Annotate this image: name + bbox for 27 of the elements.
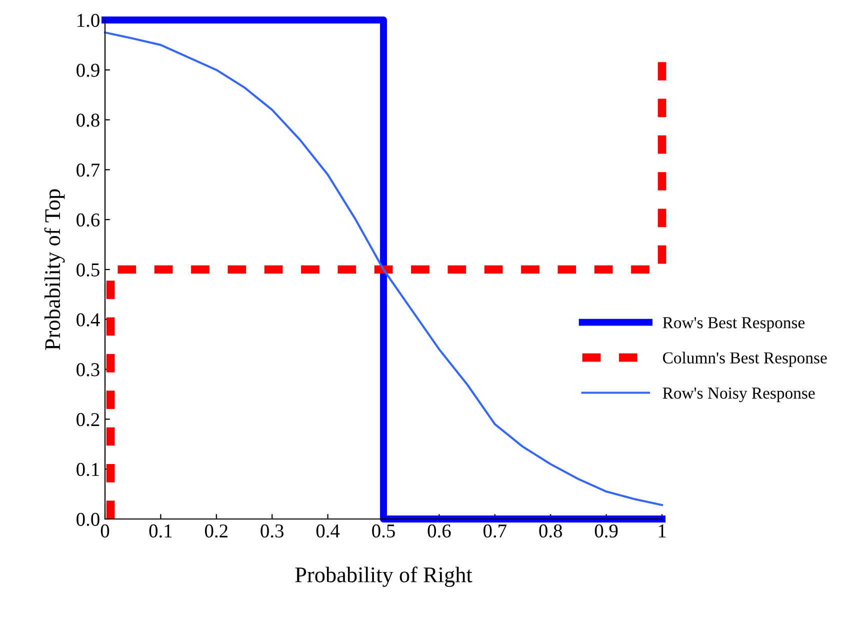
x-tick-label: 0 bbox=[100, 524, 110, 538]
legend-label: Row's Noisy Response bbox=[662, 388, 815, 402]
y-tick-label: 0.8 bbox=[76, 114, 100, 127]
y-tick-label: 0.3 bbox=[76, 363, 100, 376]
y-axis-title: Probability of Top bbox=[44, 189, 65, 350]
x-tick-label: 0.6 bbox=[428, 524, 451, 538]
y-tick-label: 0.2 bbox=[76, 413, 100, 426]
y-tick-label: 0.1 bbox=[76, 462, 99, 476]
y-tick-label: 0.6 bbox=[76, 213, 100, 227]
x-axis-title: Probability of Right bbox=[295, 566, 472, 587]
y-tick-label: 0.7 bbox=[76, 164, 100, 177]
y-tick-label: 1.0 bbox=[78, 14, 100, 28]
x-tick-label: 1 bbox=[658, 524, 666, 538]
x-tick-label: 0.8 bbox=[539, 524, 562, 538]
y-tick-label: 0.4 bbox=[76, 313, 100, 326]
legend-label: Column's Best Response bbox=[662, 352, 827, 367]
x-tick-label: 0.7 bbox=[483, 524, 506, 538]
x-tick-label: 0.4 bbox=[316, 524, 340, 538]
x-tick-label: 0.2 bbox=[204, 524, 228, 538]
y-tick-label: 0.9 bbox=[76, 64, 100, 77]
x-tick-label: 0.5 bbox=[372, 524, 395, 538]
y-tick-label: 0.5 bbox=[76, 263, 100, 277]
legend-label: Row's Best Response bbox=[662, 317, 805, 332]
x-tick-label: 0.3 bbox=[260, 524, 284, 538]
y-tick-label: 0.0 bbox=[76, 512, 100, 526]
x-tick-label: 0.9 bbox=[594, 524, 618, 538]
x-tick-label: 0.1 bbox=[149, 524, 172, 538]
